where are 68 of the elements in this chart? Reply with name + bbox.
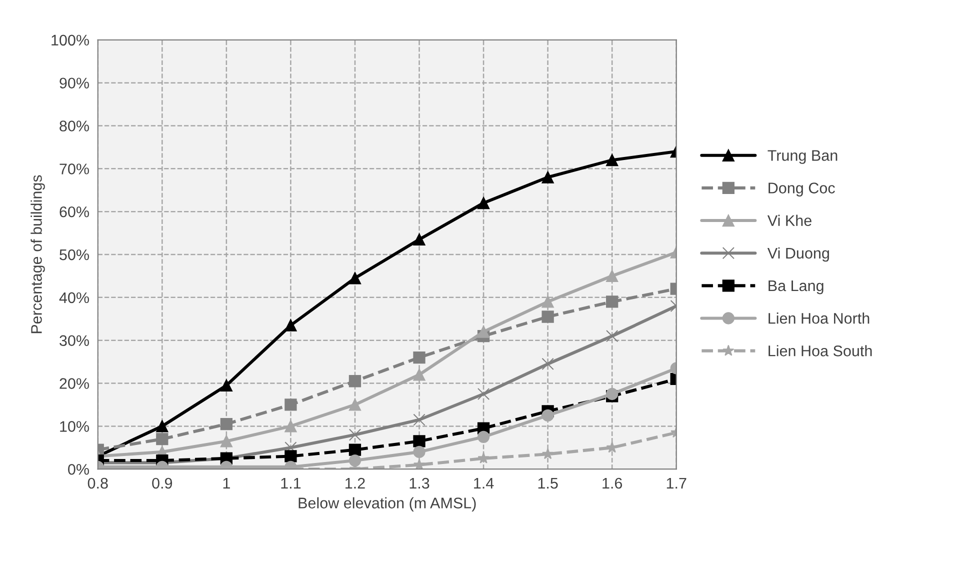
point (606, 296, 618, 308)
y-tick-label: 0% (68, 464, 89, 475)
y-tick-label: 100% (52, 34, 89, 46)
point (284, 420, 297, 432)
point (606, 270, 618, 282)
y-tick-label: 90% (60, 78, 89, 89)
y-tick-label: 50% (60, 249, 89, 260)
point (348, 454, 362, 467)
point (542, 358, 554, 370)
y-tick-label: 70% (60, 164, 89, 174)
point (413, 351, 426, 364)
x-tick-label: 1.3 (410, 478, 430, 489)
legend-label: Vi Duong (767, 247, 829, 262)
point (413, 446, 426, 458)
point (413, 368, 426, 381)
point (413, 414, 426, 426)
point (542, 448, 554, 460)
point (348, 444, 362, 456)
legend-label: Ba Lang (768, 280, 824, 294)
point (156, 432, 168, 446)
point (542, 310, 554, 323)
y-tick-label: 60% (60, 206, 89, 218)
x-tick-label: 1.2 (346, 478, 365, 489)
legend-label: Lien Hoa North (768, 312, 870, 324)
x-tick-label: 1.1 (281, 478, 301, 489)
point (220, 379, 232, 392)
point (477, 388, 490, 400)
x-tick-label: 1 (223, 478, 230, 489)
y-tick-label: 10% (60, 421, 89, 432)
y-tick-label: 40% (59, 292, 89, 304)
point (542, 296, 554, 308)
y-tick-label: 30% (60, 335, 89, 346)
x-tick-label: 0.8 (88, 478, 108, 489)
x-tick-label: 1.5 (538, 478, 558, 489)
point (478, 452, 490, 464)
x-axis-title: Below elevation (m AMSL) (298, 497, 476, 512)
point (606, 330, 618, 342)
point (413, 233, 426, 246)
point (220, 418, 232, 430)
point (477, 196, 490, 210)
point (606, 388, 618, 400)
x-tick-label: 1.7 (666, 478, 686, 489)
point (348, 272, 362, 284)
point (542, 171, 554, 184)
y-tick-label: 80% (60, 120, 89, 132)
x-tick-label: 0.9 (152, 478, 172, 489)
point (413, 458, 426, 470)
point (284, 319, 297, 332)
legend-label: Trung Ban (768, 150, 838, 164)
point (284, 450, 297, 462)
point (477, 430, 490, 443)
point (348, 428, 362, 441)
legend-label: Lien Hoa South (768, 345, 872, 356)
point (156, 420, 168, 432)
y-tick-label: 20% (60, 378, 89, 389)
point (284, 398, 297, 411)
point (348, 375, 362, 388)
point (477, 326, 490, 338)
point (542, 409, 554, 422)
point (413, 435, 426, 448)
point (348, 398, 362, 411)
legend-label: Dong Coc (768, 182, 835, 196)
x-tick-label: 1.4 (474, 478, 494, 489)
x-tick-label: 1.6 (602, 478, 622, 489)
point (606, 154, 618, 166)
point (220, 435, 232, 448)
legend-label: Vi Khe (767, 214, 812, 226)
y-axis-title: Percentage of buildings (30, 175, 45, 334)
